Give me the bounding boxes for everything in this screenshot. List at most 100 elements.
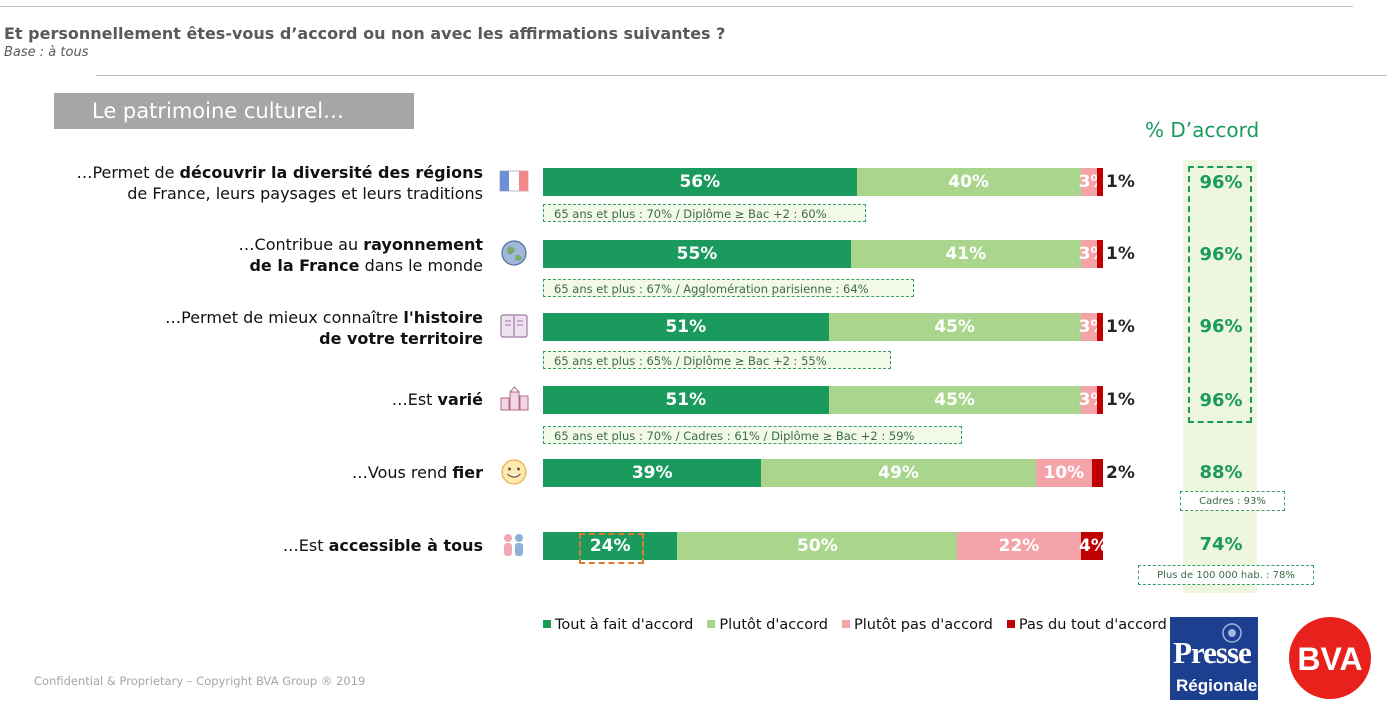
bar-value-label: 24% (589, 536, 631, 556)
legend-label: Plutôt pas d'accord (853, 617, 993, 633)
globe-icon (497, 238, 531, 268)
bar-value-label: 22% (998, 536, 1040, 556)
bar-value-label: 3% (1078, 390, 1108, 410)
book-icon (497, 311, 531, 341)
presse-regionale-logo: Presse Régionale (1170, 617, 1258, 700)
row-label: …Vous rend fier (351, 463, 483, 482)
bar-segment-plutot: 49% (761, 459, 1036, 487)
agree-total-value: 88% (1199, 462, 1243, 483)
row-label: …Permet de découvrir la diversité des ré… (76, 163, 483, 203)
subgroup-note: 65 ans et plus : 70% / Diplôme ≥ Bac +2 … (543, 204, 866, 222)
bar-segment-pas-du-tout (1080, 532, 1103, 560)
question-title: Et personnellement êtes-vous d’accord ou… (4, 24, 726, 43)
bar-value-label-pas-du-tout: 1% (1106, 244, 1135, 264)
bar-segment-plutot: 41% (851, 240, 1081, 268)
buildings-icon (497, 384, 531, 414)
bar-segment-pas-du-tout (1097, 168, 1103, 196)
bar-value-label: 10% (1043, 463, 1085, 483)
agree-total-value: 96% (1199, 172, 1243, 193)
bar-segment-tout-a-fait: 56% (543, 168, 857, 196)
stacked-bar: 51% 45% 3% (543, 386, 1107, 414)
copyright-footer: Confidential & Proprietary – Copyright B… (34, 674, 366, 688)
legend-item: Tout à fait d'accord (543, 617, 693, 633)
bar-segment-pas-du-tout (1097, 313, 1103, 341)
bar-segment-pas-du-tout (1097, 240, 1103, 268)
header-rule (96, 75, 1387, 76)
bar-segment-plutot: 40% (856, 168, 1081, 196)
stacked-bar: 39% 49% 10% (543, 459, 1103, 487)
section-title: Le patrimoine culturel… (54, 93, 414, 129)
bar-value-label: 50% (797, 536, 838, 556)
bva-logo: BVA (1289, 617, 1371, 699)
legend-item: Plutôt pas d'accord (841, 617, 993, 633)
bar-value-label: 45% (934, 390, 975, 410)
bar-segment-pas-du-tout (1091, 459, 1103, 487)
legend-swatch (841, 620, 850, 628)
chart-legend: Tout à fait d'accord Plutôt d'accord Plutô… (543, 617, 1181, 633)
bar-segment-tout-a-fait: 39% (543, 459, 762, 487)
bar-segment-plutot: 50% (677, 532, 958, 560)
base-subtitle: Base : à tous (4, 45, 89, 60)
bar-value-label: 39% (631, 463, 673, 483)
row-label: …Contribue au rayonnement de la France da… (238, 235, 483, 275)
bar-segment-tout-a-fait: 51% (543, 386, 829, 414)
bar-value-label-pas-du-tout: 1% (1106, 390, 1135, 410)
subgroup-note: 65 ans et plus : 67% / Agglomération par… (543, 279, 914, 297)
subgroup-note: 65 ans et plus : 70% / Cadres : 61% / Di… (543, 426, 962, 444)
agree-total-value: 74% (1199, 534, 1243, 555)
people-icon (497, 530, 531, 560)
legend-label: Plutôt d'accord (719, 617, 828, 633)
legend-label: Tout à fait d'accord (555, 617, 694, 633)
agree-column-title: % D’accord (1145, 118, 1260, 142)
bar-value-label-pas-du-tout: 4% (1079, 536, 1108, 556)
agree-total-value: 96% (1199, 316, 1243, 337)
bar-segment-plutot-pas: 10% (1035, 459, 1092, 487)
legend-swatch (1006, 620, 1015, 628)
bar-segment-plutot-pas: 3% (1079, 240, 1107, 268)
bar-value-label: 49% (878, 463, 919, 483)
agree-highlight-box (1188, 166, 1252, 423)
agree-subgroup-note: Plus de 100 000 hab. : 78% (1138, 565, 1314, 585)
legend-item: Pas du tout d'accord (1006, 617, 1167, 633)
bar-value-label: 40% (948, 172, 989, 192)
bar-segment-plutot: 45% (828, 313, 1081, 341)
legend-swatch (707, 620, 716, 628)
subgroup-note: 65 ans et plus : 65% / Diplôme ≥ Bac +2 … (543, 351, 891, 369)
highlight-box (579, 533, 644, 564)
bar-segment-plutot-pas: 3% (1079, 313, 1107, 341)
bar-segment-plutot-pas: 22% (957, 532, 1081, 560)
row-label: …Est accessible à tous (282, 536, 483, 555)
bar-value-label: 45% (934, 317, 975, 337)
bar-segment-plutot-pas: 3% (1079, 168, 1107, 196)
bar-segment-pas-du-tout (1097, 386, 1103, 414)
bar-value-label: 56% (679, 172, 721, 192)
bar-value-label: 41% (945, 244, 987, 264)
bar-segment-tout-a-fait: 51% (543, 313, 829, 341)
agree-subgroup-note: Cadres : 93% (1180, 491, 1285, 511)
legend-swatch (543, 620, 551, 628)
row-label: …Est varié (391, 390, 483, 409)
bar-value-label-pas-du-tout: 1% (1106, 172, 1135, 192)
bar-value-label-pas-du-tout: 2% (1106, 463, 1135, 483)
legend-label: Pas du tout d'accord (1018, 617, 1167, 633)
bar-value-label: 51% (665, 317, 707, 337)
bar-value-label: 3% (1078, 172, 1108, 192)
stacked-bar: 56% 40% 3% (543, 168, 1107, 196)
agree-total-value: 96% (1199, 244, 1243, 265)
stacked-bar: 24% 50% 22% (543, 532, 1103, 560)
top-rule (0, 6, 1353, 7)
agree-column-background (1183, 160, 1257, 593)
stacked-bar: 55% 41% 3% (543, 240, 1107, 268)
bar-value-label-pas-du-tout: 1% (1106, 317, 1135, 337)
bar-value-label: 3% (1078, 244, 1108, 264)
smiley-icon (497, 457, 531, 487)
bar-segment-tout-a-fait: 55% (543, 240, 851, 268)
agree-total-value: 96% (1199, 390, 1243, 411)
row-label: …Permet de mieux connaître l'histoire de … (165, 308, 483, 348)
bar-value-label: 3% (1078, 317, 1108, 337)
france-flag-icon (497, 166, 531, 196)
bar-segment-plutot-pas: 3% (1079, 386, 1107, 414)
legend-item: Plutôt d'accord (707, 617, 828, 633)
svg-text:BVA: BVA (1297, 641, 1362, 677)
bar-segment-plutot: 45% (828, 386, 1081, 414)
